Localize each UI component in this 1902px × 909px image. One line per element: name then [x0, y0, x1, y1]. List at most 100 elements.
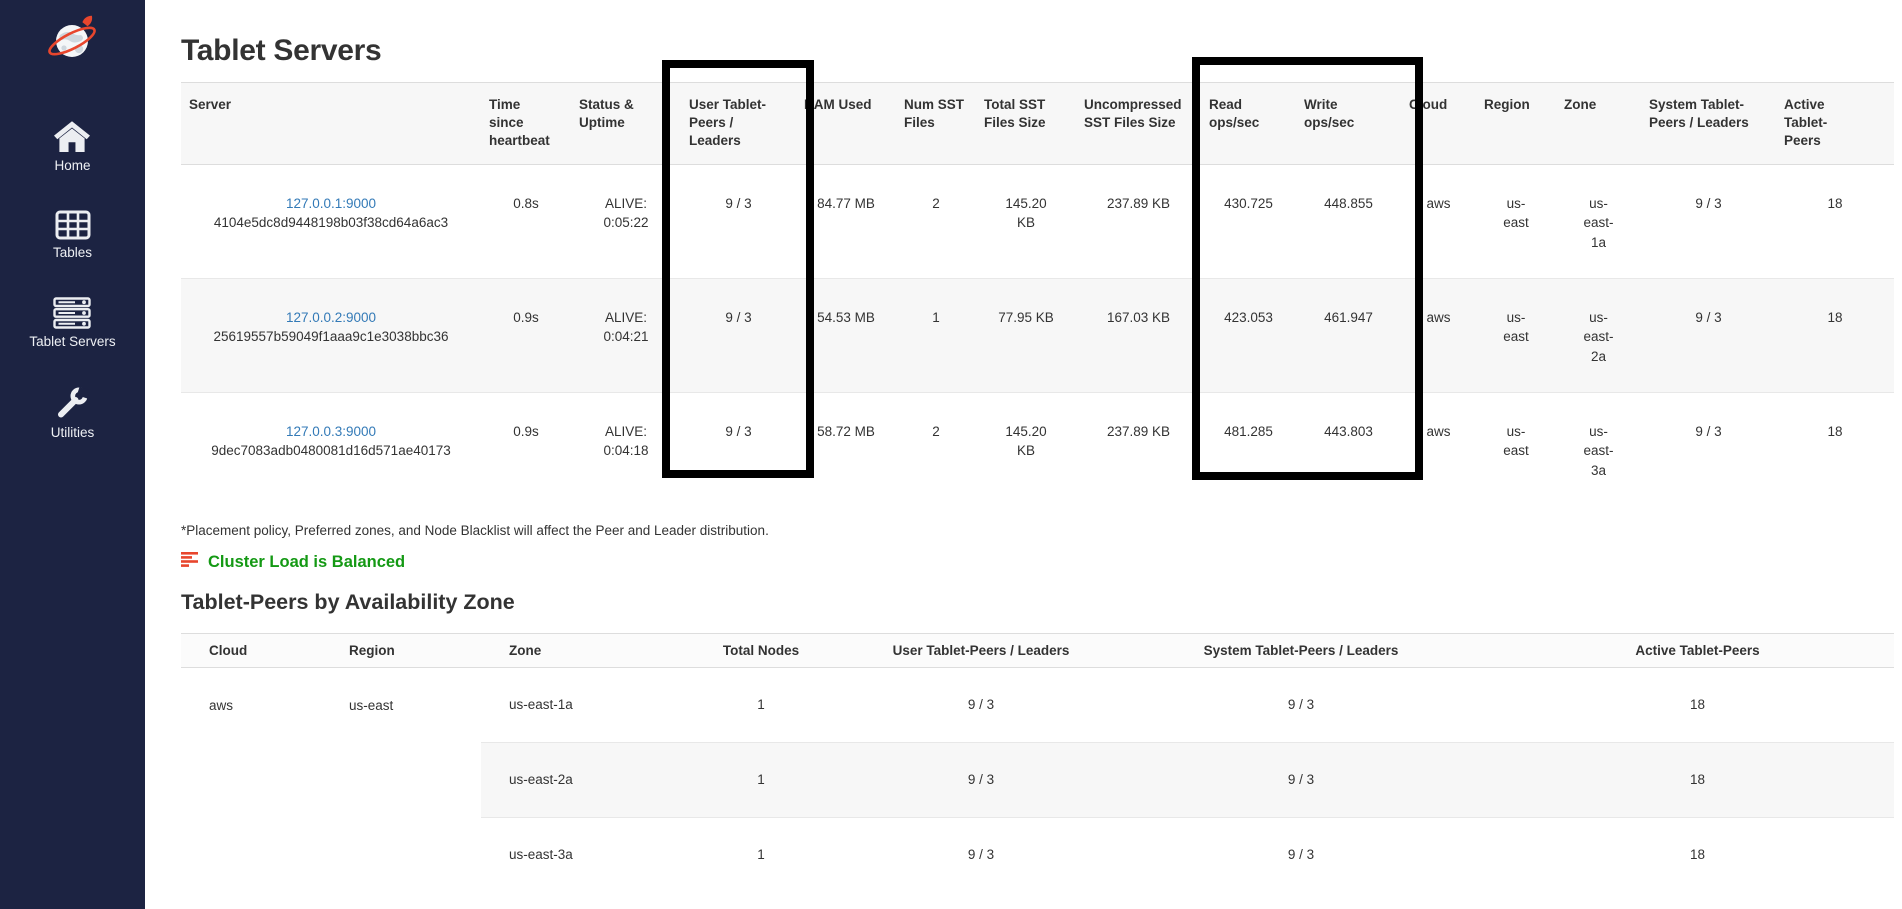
- status-text: ALIVE:: [604, 423, 648, 439]
- col-header-region: Region: [1476, 82, 1556, 165]
- heartbeat-cell: 0.9s: [481, 277, 571, 393]
- sidebar-item-label: Tables: [52, 245, 93, 260]
- tserver-row: 127.0.0.1:9000 4104e5dc8d9448198b03f38cd…: [181, 164, 1894, 278]
- region-cell: us-east: [1476, 277, 1556, 393]
- server-cell: 127.0.0.1:9000 4104e5dc8d9448198b03f38cd…: [181, 164, 481, 278]
- az-col-header-total-nodes: Total Nodes: [661, 632, 861, 668]
- col-header-read-ops: Read ops/sec: [1201, 82, 1296, 165]
- az-active-tablet-peers-cell: 18: [1689, 697, 1706, 713]
- main-content: Tablet Servers Server Time since heartbe…: [181, 0, 1894, 893]
- uptime-text: 0:04:18: [603, 443, 649, 459]
- active-tablet-peers-cell: 18: [1776, 277, 1894, 393]
- server-cell: 127.0.0.2:9000 25619557b59049f1aaa9c1e30…: [181, 277, 481, 393]
- col-header-status-uptime: Status & Uptime: [571, 82, 681, 165]
- az-total-nodes-cell: 1: [757, 697, 765, 713]
- az-zone-cell: us-east-3a: [481, 816, 661, 893]
- load-balancer-icon: [181, 552, 199, 572]
- col-header-ram-used: RAM Used: [796, 82, 896, 165]
- tables-grid-icon: [55, 210, 91, 240]
- sidebar-item-tables[interactable]: Tables: [53, 210, 92, 260]
- user-tablet-peers-cell: 9 / 3: [725, 195, 752, 211]
- tserver-row: 127.0.0.3:9000 9dec7083adb0480081d16d571…: [181, 391, 1894, 507]
- cluster-load-status-row: Cluster Load is Balanced: [181, 552, 1894, 572]
- tablet-servers-table: Server Time since heartbeat Status & Upt…: [181, 82, 1894, 507]
- num-sst-files-cell: 2: [932, 195, 940, 211]
- az-col-header-region: Region: [321, 632, 481, 668]
- server-cell: 127.0.0.3:9000 9dec7083adb0480081d16d571…: [181, 391, 481, 507]
- uptime-text: 0:04:21: [603, 329, 649, 345]
- az-col-header-zone: Zone: [481, 632, 661, 668]
- home-icon: [54, 121, 91, 153]
- system-tablet-peers-cell: 9 / 3: [1695, 195, 1722, 211]
- col-header-zone: Zone: [1556, 82, 1641, 165]
- server-address-link[interactable]: 127.0.0.2:9000: [285, 309, 377, 325]
- cloud-cell: aws: [1401, 277, 1476, 393]
- num-sst-files-cell: 2: [896, 391, 976, 507]
- az-user-tablet-peers-cell: 9 / 3: [861, 741, 1101, 818]
- col-header-write-ops: Write ops/sec: [1296, 82, 1401, 165]
- sidebar-item-label: Home: [54, 158, 91, 173]
- heartbeat-cell: 0.9s: [481, 391, 571, 507]
- az-system-tablet-peers-cell: 9 / 3: [1287, 697, 1315, 713]
- sidebar: Home Tables: [0, 0, 145, 909]
- az-header-row: Cloud Region Zone Total Nodes User Table…: [181, 632, 1894, 668]
- col-header-server: Server: [181, 82, 481, 165]
- ram-used-cell: 84.77 MB: [817, 195, 875, 211]
- az-col-header-active-tablet-peers: Active Tablet-Peers: [1501, 632, 1894, 668]
- system-tablet-peers-cell: 9 / 3: [1641, 391, 1776, 507]
- write-ops-cell: 461.947: [1296, 277, 1401, 393]
- region-cell: us-east: [1476, 391, 1556, 507]
- col-header-total-sst-size: Total SST Files Size: [976, 82, 1076, 165]
- server-uuid: 9dec7083adb0480081d16d571ae40173: [211, 443, 451, 459]
- az-row: aws us-east us-east-1a 1 9 / 3 9 / 3 18: [181, 667, 1894, 742]
- total-sst-size-cell: 145.20 KB: [1005, 195, 1047, 231]
- heartbeat-cell: 0.8s: [513, 195, 539, 211]
- sidebar-item-label: Tablet Servers: [29, 334, 116, 349]
- write-ops-cell: 448.855: [1324, 195, 1373, 211]
- az-zone-cell: us-east-2a: [481, 741, 661, 818]
- read-ops-cell: 430.725: [1224, 195, 1273, 211]
- zone-cell: us-east-1a: [1583, 195, 1614, 250]
- status-text: ALIVE:: [604, 195, 648, 211]
- az-active-tablet-peers-cell: 18: [1501, 741, 1894, 818]
- uncompressed-sst-size-cell: 167.03 KB: [1076, 277, 1201, 393]
- server-uuid: 4104e5dc8d9448198b03f38cd64a6ac3: [213, 215, 449, 231]
- col-header-num-sst-files: Num SST Files: [896, 82, 976, 165]
- uncompressed-sst-size-cell: 237.89 KB: [1106, 195, 1171, 211]
- zone-cell: us-east-2a: [1556, 277, 1641, 393]
- server-uuid: 25619557b59049f1aaa9c1e3038bbc36: [213, 329, 449, 345]
- write-ops-cell: 443.803: [1296, 391, 1401, 507]
- az-active-tablet-peers-cell: 18: [1501, 816, 1894, 893]
- active-tablet-peers-cell: 18: [1827, 195, 1843, 211]
- read-ops-cell: 423.053: [1201, 277, 1296, 393]
- az-total-nodes-cell: 1: [661, 741, 861, 818]
- sidebar-item-utilities[interactable]: Utilities: [51, 386, 94, 440]
- status-cell: ALIVE: 0:04:18: [571, 391, 681, 507]
- wrench-icon: [55, 386, 90, 420]
- az-row: us-east-2a 1 9 / 3 9 / 3 18: [181, 741, 1894, 818]
- status-text: ALIVE:: [604, 309, 648, 325]
- az-total-nodes-cell: 1: [661, 816, 861, 893]
- zone-cell: us-east-3a: [1556, 391, 1641, 507]
- az-zone-cell: us-east-1a: [509, 697, 573, 713]
- cluster-load-status-text: Cluster Load is Balanced: [208, 552, 406, 571]
- sidebar-item-home[interactable]: Home: [54, 121, 91, 173]
- total-sst-size-cell: 77.95 KB: [976, 277, 1076, 393]
- az-row: us-east-3a 1 9 / 3 9 / 3 18: [181, 816, 1894, 893]
- placement-policy-footnote: *Placement policy, Preferred zones, and …: [181, 523, 769, 539]
- az-region-cell: us-east: [349, 697, 394, 713]
- col-header-system-tablet-peers: System Tablet-Peers / Leaders: [1641, 82, 1776, 165]
- sidebar-item-tablet-servers[interactable]: Tablet Servers: [29, 297, 116, 349]
- server-address-link[interactable]: 127.0.0.1:9000: [285, 195, 377, 211]
- az-cloud-cell: aws: [209, 697, 234, 713]
- col-header-cloud: Cloud: [1401, 82, 1476, 165]
- num-sst-files-cell: 1: [896, 277, 976, 393]
- az-table: Cloud Region Zone Total Nodes User Table…: [181, 632, 1894, 893]
- az-system-tablet-peers-cell: 9 / 3: [1101, 816, 1501, 893]
- col-header-uncompressed-sst-size: Uncompressed SST Files Size: [1076, 82, 1201, 165]
- col-header-heartbeat: Time since heartbeat: [481, 82, 571, 165]
- page-title: Tablet Servers: [181, 34, 382, 67]
- server-address-link[interactable]: 127.0.0.3:9000: [285, 423, 377, 439]
- yugabyte-logo[interactable]: [45, 14, 101, 69]
- ram-used-cell: 58.72 MB: [796, 391, 896, 507]
